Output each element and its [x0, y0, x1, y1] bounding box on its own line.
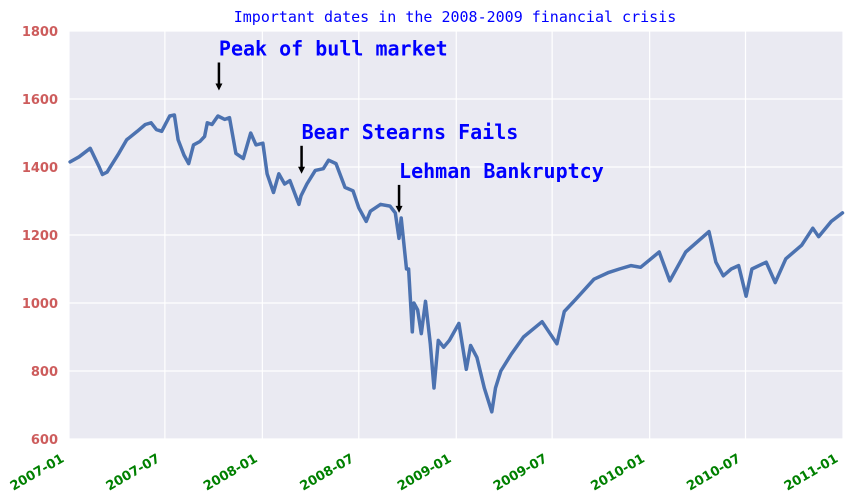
series-line [68, 113, 845, 414]
annotation-arrowhead [395, 205, 403, 213]
annotation-label: Bear Stearns Fails [302, 120, 519, 144]
y-tick-label: 800 [31, 365, 58, 380]
y-tick-label: 1000 [22, 297, 58, 312]
x-tick-label: 2008-01 [201, 451, 260, 494]
annotation: Lehman Bankruptcy [395, 159, 604, 213]
x-tick-label: 2007-07 [104, 451, 163, 494]
annotation-arrowhead [215, 83, 223, 91]
series-group [68, 113, 845, 414]
annotation: Bear Stearns Fails [298, 120, 518, 174]
annotations: Peak of bull market Bear Stearns Fails Leh… [215, 37, 604, 213]
x-tick-label: 2009-07 [491, 451, 550, 494]
annotation-label: Peak of bull market [219, 37, 448, 61]
y-tick-label: 1800 [22, 25, 58, 40]
y-axis: 600 800 1000 1200 1400 1600 1800 [22, 25, 58, 448]
y-tick-label: 1400 [22, 161, 58, 176]
annotation-label: Lehman Bankruptcy [399, 159, 604, 183]
grid [68, 30, 844, 440]
chart-title: Important dates in the 2008-2009 financi… [234, 8, 677, 26]
x-tick-label: 2007-01 [8, 451, 67, 494]
y-tick-label: 600 [31, 433, 58, 448]
x-tick-label: 2008-07 [298, 451, 357, 494]
y-tick-label: 1600 [22, 93, 58, 108]
x-axis: 2007-01 2007-07 2008-01 2008-07 2009-01 2009-… [8, 451, 841, 494]
annotation: Peak of bull market [215, 37, 448, 91]
y-tick-label: 1200 [22, 229, 58, 244]
x-tick-label: 2009-01 [395, 451, 454, 494]
annotation-arrowhead [298, 166, 306, 174]
x-tick-label: 2011-01 [782, 451, 841, 494]
x-tick-label: 2010-07 [684, 451, 743, 494]
x-tick-label: 2010-01 [588, 451, 647, 494]
